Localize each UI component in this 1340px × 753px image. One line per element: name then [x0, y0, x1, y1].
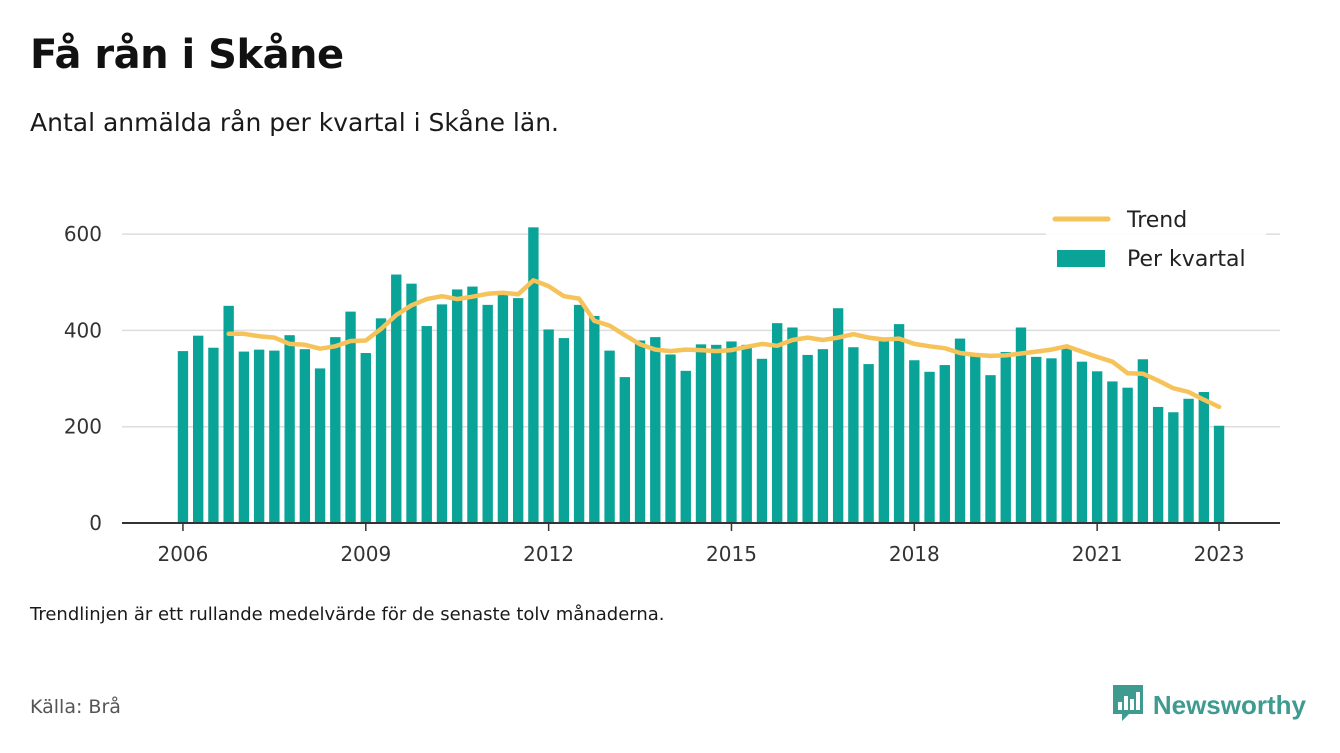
bar — [482, 304, 493, 523]
trend-line — [226, 278, 1222, 410]
bar — [330, 337, 341, 523]
bar — [985, 375, 996, 523]
bar — [436, 304, 448, 523]
bar — [695, 344, 707, 523]
x-tick-label-2023: 2023 — [1194, 542, 1245, 566]
bar — [573, 304, 585, 523]
x-tick-label-2021: 2021 — [1072, 542, 1123, 566]
bar — [772, 323, 783, 523]
y-tick-label-200: 200 — [64, 415, 102, 439]
bar — [284, 335, 295, 523]
bar — [665, 354, 676, 523]
bar — [909, 360, 920, 523]
bar — [452, 289, 463, 523]
bar — [528, 227, 539, 523]
bar — [893, 324, 905, 523]
bar — [863, 364, 874, 523]
bar — [604, 350, 615, 523]
x-tick-label-2015: 2015 — [706, 542, 757, 566]
bar — [1091, 371, 1103, 523]
bar — [634, 340, 646, 523]
chart-subtitle: Antal anmälda rån per kvartal i Skåne lä… — [30, 108, 559, 137]
bar — [223, 305, 234, 523]
legend-bar-swatch — [1057, 250, 1105, 267]
chart-title: Få rån i Skåne — [30, 32, 344, 78]
y-tick-label-400: 400 — [64, 318, 102, 342]
x-tick-label-2012: 2012 — [523, 542, 574, 566]
bar — [1168, 412, 1179, 523]
y-tick-label-600: 600 — [64, 222, 102, 246]
bar — [406, 283, 417, 523]
bar — [345, 311, 356, 523]
bar — [421, 326, 432, 523]
bar — [650, 337, 661, 523]
bar — [741, 344, 752, 523]
bar — [970, 354, 981, 523]
bar — [1137, 359, 1149, 523]
legend-label-trend: Trend — [1126, 208, 1187, 233]
bar — [299, 349, 311, 523]
bar — [619, 377, 630, 523]
x-tick-label-2009: 2009 — [340, 542, 391, 566]
source-label: Källa: Brå — [30, 696, 121, 718]
bar — [1107, 381, 1118, 523]
y-tick-label-0: 0 — [89, 511, 102, 535]
bar — [954, 338, 966, 523]
bar — [711, 344, 722, 523]
axes: 0 200 400 600 2006 2009 2012 2015 2018 2021 2023 — [64, 222, 1280, 566]
bar — [1031, 356, 1042, 523]
bar — [756, 358, 768, 523]
bar — [238, 351, 250, 523]
bar — [1183, 398, 1194, 523]
bar — [589, 315, 600, 523]
legend-label-per-kvartal: Per kvartal — [1127, 247, 1246, 272]
bar — [787, 327, 798, 523]
bar-chart: 0 200 400 600 2006 2009 2012 2015 2018 2021 2023 T… — [63, 200, 1280, 566]
bar — [832, 308, 844, 523]
bar — [939, 365, 950, 523]
bar — [360, 353, 371, 523]
bar — [253, 349, 265, 523]
bar — [1122, 387, 1133, 523]
bar — [208, 347, 219, 523]
bar — [1076, 361, 1088, 523]
bar-chart-logo-icon — [1111, 683, 1145, 727]
brand-name: Newsworthy — [1152, 689, 1306, 720]
bar — [543, 329, 554, 523]
bars-per-kvartal — [177, 227, 1225, 523]
bar — [1213, 425, 1225, 523]
bar — [1152, 406, 1164, 523]
footnote: Trendlinjen är ett rullande medelvärde f… — [30, 604, 665, 625]
bar — [878, 340, 890, 523]
bar — [817, 349, 829, 523]
trend-line-group — [226, 278, 1222, 410]
bar — [314, 368, 326, 523]
bar — [1015, 327, 1027, 523]
legend: Trend Per kvartal — [1046, 200, 1266, 282]
bar — [1046, 358, 1057, 523]
bar — [375, 318, 387, 523]
bar — [1000, 352, 1011, 523]
bar — [467, 286, 478, 523]
bar — [802, 354, 813, 523]
bar — [726, 341, 737, 523]
bar — [848, 347, 859, 523]
x-tick-label-2006: 2006 — [157, 542, 208, 566]
bar — [924, 371, 935, 523]
bar — [193, 335, 204, 523]
brand-logo: Newsworthy — [1111, 683, 1306, 727]
x-tick-label-2018: 2018 — [889, 542, 940, 566]
bar — [269, 350, 280, 523]
bar — [680, 370, 691, 523]
bar — [391, 274, 402, 523]
legend-background — [1046, 200, 1266, 282]
bar — [1061, 347, 1072, 523]
bar — [558, 338, 570, 523]
bar — [1198, 392, 1209, 523]
bar — [512, 298, 524, 523]
bar — [177, 351, 189, 523]
bar — [497, 292, 509, 523]
